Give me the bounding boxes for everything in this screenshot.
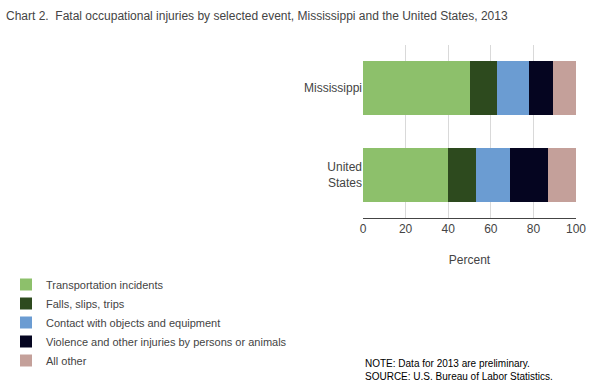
svg-text:Contact with objects and equip: Contact with objects and equipment — [46, 317, 220, 329]
svg-text:60: 60 — [484, 222, 498, 236]
svg-text:80: 80 — [527, 222, 541, 236]
svg-text:Chart 2. Fatal occupational i: Chart 2. Fatal occupational injuries by … — [6, 9, 508, 23]
svg-text:0: 0 — [360, 222, 367, 236]
svg-text:All other: All other — [46, 355, 87, 367]
svg-text:40: 40 — [442, 222, 456, 236]
svg-text:NOTE: Data for 2013 are prelim: NOTE: Data for 2013 are preliminary.SOUR… — [365, 358, 553, 382]
svg-text:Transportation incidents: Transportation incidents — [46, 279, 163, 291]
svg-text:Violence and other injuries by: Violence and other injuries by persons o… — [46, 336, 287, 348]
svg-text:Falls, slips, trips: Falls, slips, trips — [46, 298, 125, 310]
svg-text:Mississippi: Mississippi — [304, 81, 362, 95]
svg-text:100: 100 — [566, 222, 586, 236]
svg-text:Percent: Percent — [449, 253, 491, 267]
svg-text:20: 20 — [399, 222, 413, 236]
svg-text:UnitedStates: UnitedStates — [327, 160, 362, 190]
